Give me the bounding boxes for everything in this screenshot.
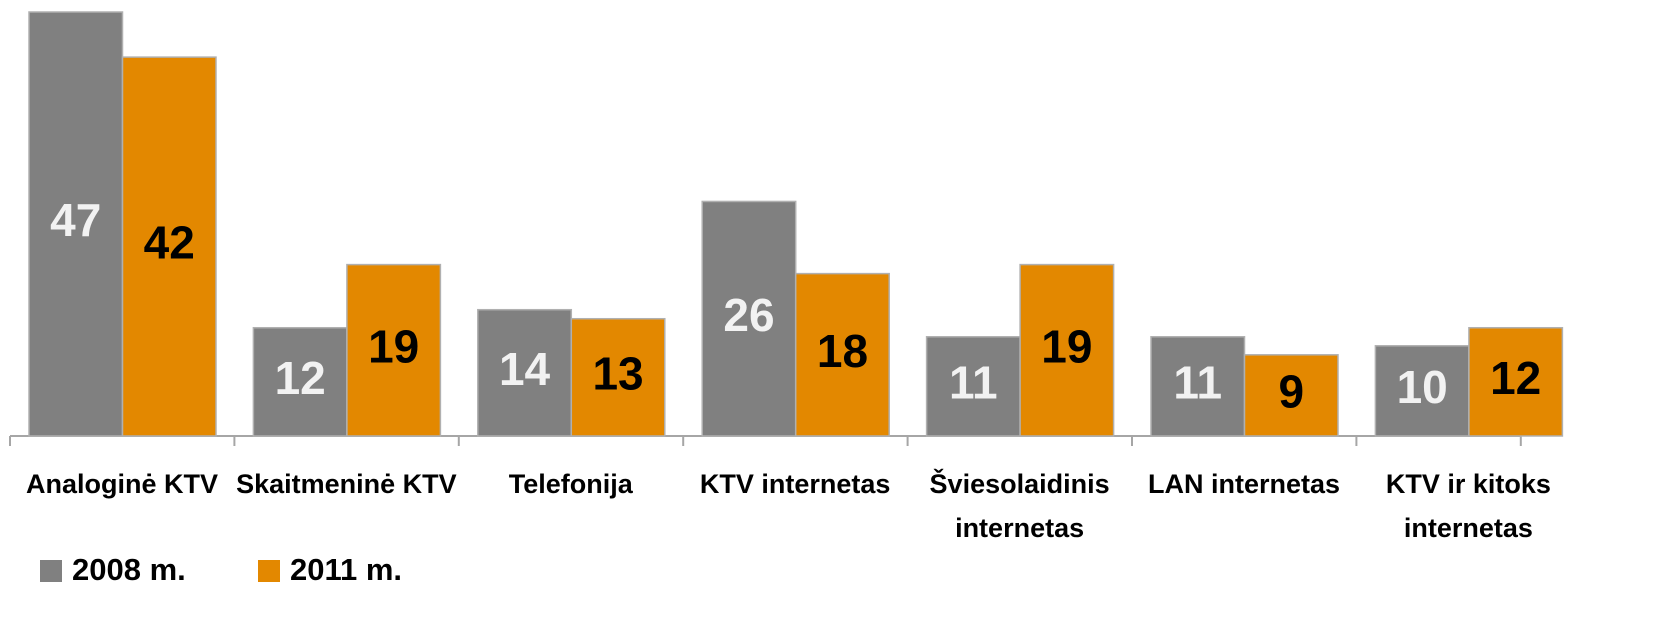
data-label: 11 bbox=[1173, 357, 1222, 409]
bar bbox=[346, 263, 442, 437]
bar bbox=[1150, 336, 1246, 437]
x-tick-label: Telefonija bbox=[508, 469, 633, 499]
x-tick-label: KTV ir kitoks internetas bbox=[1385, 469, 1551, 543]
data-label: 10 bbox=[1397, 361, 1448, 413]
x-tick-label: KTV internetas bbox=[699, 469, 891, 499]
data-label: 18 bbox=[817, 325, 868, 377]
data-label: 19 bbox=[368, 320, 419, 372]
bar bbox=[1243, 354, 1339, 437]
bar bbox=[121, 56, 217, 437]
data-label: 26 bbox=[723, 289, 774, 341]
x-tick-label: Skaitmeninė KTV bbox=[236, 469, 457, 499]
bar bbox=[570, 317, 666, 437]
data-label: 47 bbox=[50, 194, 101, 246]
bar bbox=[925, 336, 1021, 437]
x-tick-label: Šviesolaidinis internetas bbox=[929, 469, 1110, 543]
bar bbox=[701, 200, 797, 437]
data-label: 14 bbox=[499, 343, 551, 395]
x-tick-label: LAN internetas bbox=[1147, 469, 1341, 499]
bar bbox=[1019, 263, 1115, 437]
data-label: 11 bbox=[949, 357, 998, 409]
data-label: 13 bbox=[592, 348, 643, 400]
legend-label: 2008 m. bbox=[72, 552, 186, 587]
bar bbox=[252, 326, 348, 437]
legend-swatch bbox=[40, 560, 62, 582]
data-label: 19 bbox=[1041, 320, 1092, 372]
data-label: 12 bbox=[275, 352, 326, 404]
bar bbox=[1468, 326, 1564, 437]
x-tick-label: Analoginė KTV bbox=[25, 469, 218, 499]
legend-swatch bbox=[258, 560, 280, 582]
bar bbox=[794, 272, 890, 437]
data-label: 9 bbox=[1278, 366, 1304, 418]
legend-label: 2011 m. bbox=[290, 552, 402, 587]
data-label: 12 bbox=[1490, 352, 1541, 404]
data-label: 42 bbox=[144, 217, 195, 269]
bar bbox=[477, 308, 573, 437]
